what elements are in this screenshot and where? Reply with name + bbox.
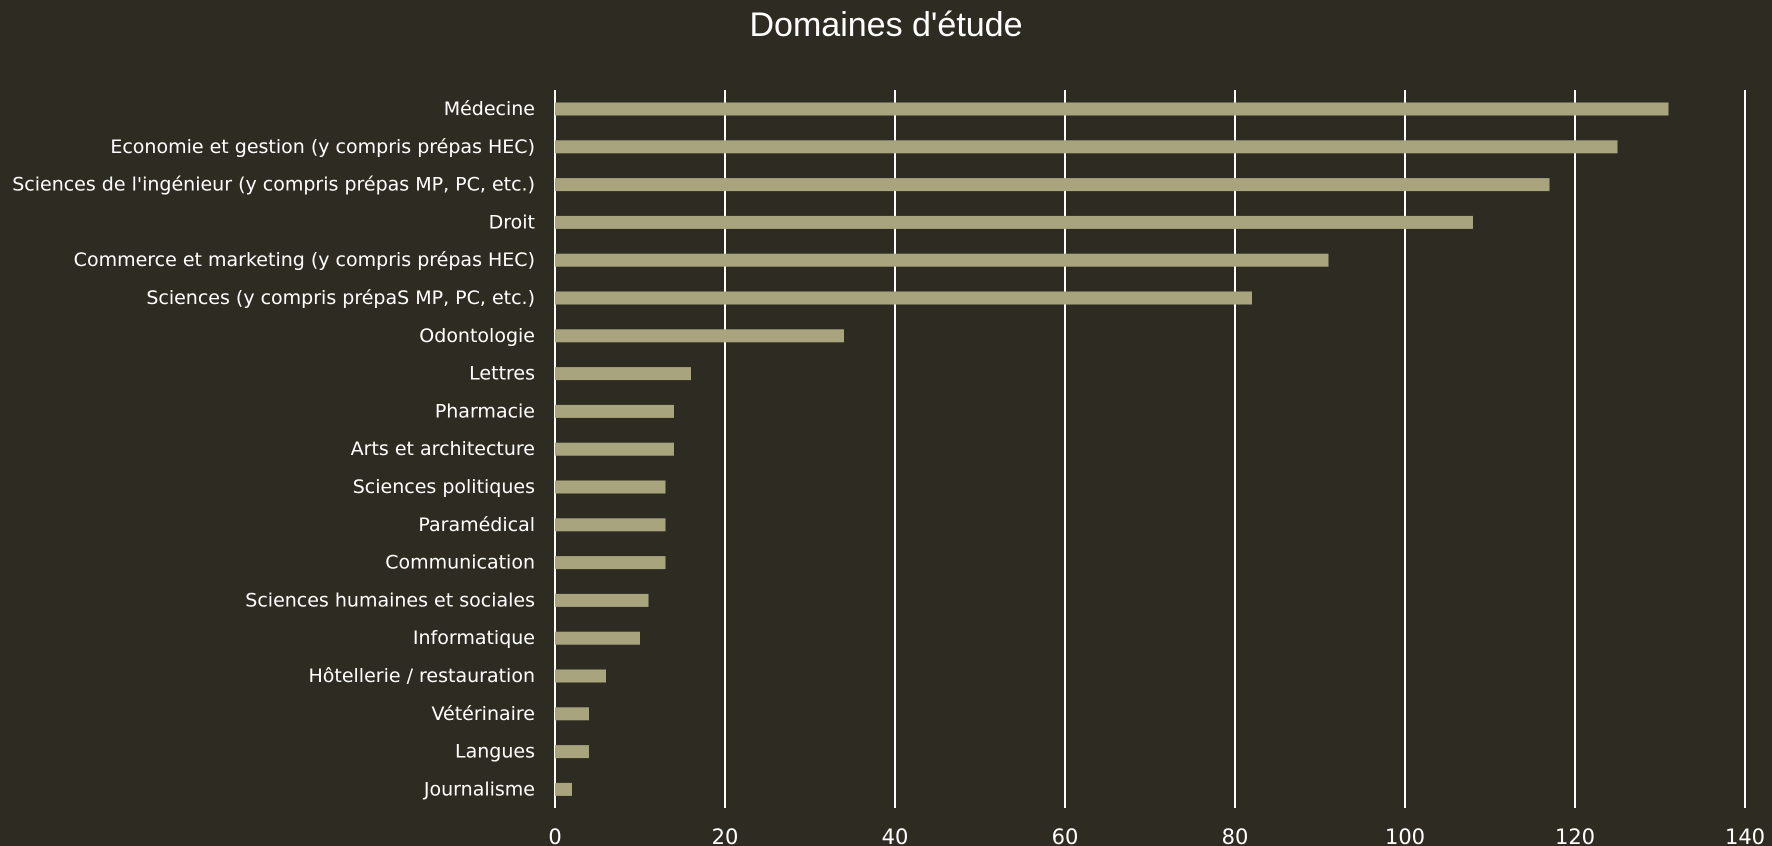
- bars: [555, 102, 1669, 796]
- bar: [555, 782, 572, 796]
- category-label: Hôtellerie / restauration: [308, 665, 535, 687]
- category-label: Informatique: [413, 627, 535, 649]
- x-tick-label: 120: [1555, 825, 1595, 846]
- x-tick-label: 100: [1385, 825, 1425, 846]
- category-label: Odontologie: [419, 325, 535, 347]
- bar: [555, 707, 589, 721]
- x-tick-label: 60: [1052, 825, 1079, 846]
- bar: [555, 178, 1550, 192]
- category-label: Economie et gestion (y compris prépas HE…: [110, 136, 535, 158]
- bar: [555, 631, 640, 645]
- bar: [555, 669, 606, 683]
- category-label: Lettres: [469, 363, 535, 385]
- category-labels: Médecine Economie et gestion (y compris p…: [12, 98, 535, 800]
- category-label: Sciences de l'ingénieur (y compris prépa…: [12, 174, 535, 196]
- bar: [555, 442, 674, 456]
- category-label: Langues: [455, 741, 535, 763]
- category-label: Sciences (y compris prépaS MP, PC, etc.): [146, 287, 535, 309]
- category-label: Sciences politiques: [353, 476, 535, 498]
- category-label: Arts et architecture: [351, 438, 535, 460]
- gridlines: [554, 90, 1746, 808]
- bar: [555, 253, 1329, 267]
- x-tick-label: 20: [712, 825, 739, 846]
- category-label: Journalisme: [423, 778, 535, 800]
- x-tick-label: 0: [548, 825, 561, 846]
- category-label: Vétérinaire: [432, 703, 536, 725]
- bar: [555, 480, 666, 494]
- x-tick-labels: 0 20 40 60 80 100 120 140: [548, 825, 1765, 846]
- x-tick-label: 140: [1725, 825, 1765, 846]
- category-label: Médecine: [444, 98, 535, 120]
- bar: [555, 745, 589, 759]
- x-tick-label: 80: [1222, 825, 1249, 846]
- bar: [555, 329, 844, 343]
- x-tick-label: 40: [882, 825, 909, 846]
- bar: [555, 102, 1669, 116]
- chart-title: Domaines d'étude: [749, 6, 1023, 44]
- category-label: Droit: [489, 211, 535, 233]
- bar: [555, 140, 1618, 154]
- bar: [555, 404, 674, 418]
- bar: [555, 215, 1473, 229]
- category-label: Commerce et marketing (y compris prépas …: [74, 249, 535, 271]
- category-label: Sciences humaines et sociales: [245, 589, 535, 611]
- category-label: Communication: [385, 552, 535, 574]
- category-label: Paramédical: [418, 514, 535, 536]
- bar: [555, 291, 1252, 305]
- bar: [555, 593, 649, 607]
- category-label: Pharmacie: [435, 400, 535, 422]
- bar: [555, 556, 666, 570]
- bar: [555, 518, 666, 532]
- bar: [555, 367, 691, 381]
